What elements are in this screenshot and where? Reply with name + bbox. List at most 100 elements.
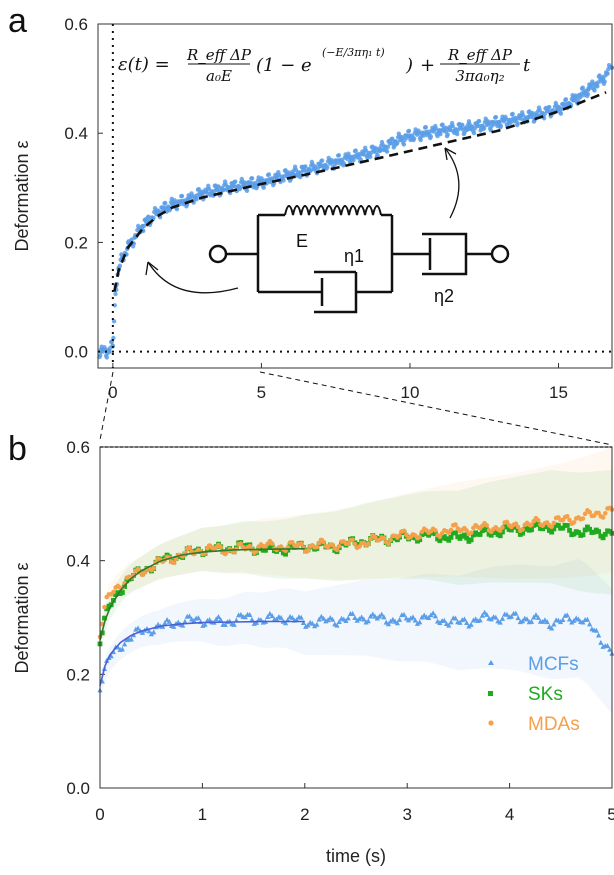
mda-data-point [386,541,391,547]
mcf-data-point [289,614,295,620]
panel-b-x-tick-label: 3 [402,805,411,824]
mcf-data-point [464,620,470,626]
mcf-data-point [267,610,273,616]
mcf-data-point [593,627,599,633]
panel-a-data-point [515,121,520,126]
mcf-data-point [417,619,423,625]
mcf-data-point [309,620,316,626]
mcf-data-point [587,621,593,627]
mcf-data-point [497,619,503,625]
mda-data-point [298,541,304,546]
panel-a-data-point [498,123,504,129]
circle-marker-icon [488,720,494,726]
panel-a-ticks: 0 5 10 15 0.0 0.2 0.4 0.6 [64,15,568,402]
equation-plus: + [420,55,435,76]
mcf-data-point [370,611,376,617]
panel-a-data-point [602,79,607,84]
mda-data-point [484,523,490,528]
panel-a-data-point [592,88,597,93]
panel-a-y-tick-label: 0.4 [64,124,88,143]
mda-data-point [515,524,521,530]
mcf-data-point [519,618,526,624]
sk-data-point [477,532,483,537]
mcf-data-point [535,614,541,620]
mcf-data-point [499,615,506,621]
mda-data-point [600,515,606,520]
mcf-data-point [166,618,172,624]
panel-a-data-point [401,142,407,147]
equation-frac1-numerator: R_eff ΔP [186,46,252,64]
equation: ε(t) = R_eff ΔP a₀E (1 − e (−E/3πη₁ t) )… [118,46,531,85]
sk-data-point [283,551,288,557]
mda-data-point [352,541,358,547]
legend-item-sks: SKs [488,684,563,705]
mcf-data-point [278,614,284,620]
mcf-data-point [533,612,539,618]
mda-data-point [135,566,141,572]
mcf-data-point [336,618,342,624]
sk-data-point [555,523,561,528]
panel-a-data-point [244,188,250,193]
mcf-data-point [135,625,141,631]
sk-data-point [468,537,474,543]
sk-data-point [464,535,470,541]
panel-b-x-tick-label: 1 [198,805,207,824]
mcf-data-point [598,639,604,645]
mcf-data-point [426,615,432,621]
mcf-data-point [320,615,327,621]
left-curved-arrow [147,261,239,294]
sk-data-point [102,615,107,621]
panel-a-data-point [460,122,465,128]
panel-b-x-tick-label: 5 [607,805,614,824]
mda-data-point [350,537,355,543]
panel-b-y-axis-label: Deformation ε [12,562,32,673]
panel-a-data-point [174,207,180,212]
mda-data-point [587,509,592,515]
panel-a-data-point [261,185,266,190]
mda-data-point [171,560,177,565]
sk-data-point [508,527,514,533]
mda-data-point [433,528,438,533]
mcf-data-point [504,611,510,617]
panel-a-data-point [141,223,147,229]
panel-a-data-point [111,319,117,324]
sk-data-point [520,530,525,536]
mcf-data-point [493,614,499,620]
sk-data-point [529,527,534,533]
panel-a-data-point [455,131,460,137]
mcf-data-point [595,632,602,638]
panel-a-data-point [471,130,477,136]
model-left-terminal [208,244,228,264]
panel-a-fit-curve [113,91,607,292]
mda-data-point [218,544,224,550]
mcf-data-point [441,617,447,623]
panel-b-x-axis-label: time (s) [326,846,386,866]
mda-data-point [397,533,402,538]
panel-a-data-point [351,157,356,163]
panel-a-y-tick-label: 0.2 [64,233,88,252]
legend-item-mcfs: MCFs [488,654,579,675]
mcf-data-point [528,618,535,624]
mcf-data-point [430,610,436,616]
panel-a-y-tick-label: 0.0 [64,343,88,362]
mda-data-point [330,542,335,548]
mcf-data-point [566,616,573,622]
mda-data-point [567,517,572,523]
mda-data-point [111,589,116,595]
panel-a-data-point [395,140,400,146]
panel-a-data-point [384,149,390,154]
panel-a-data-point [281,178,286,183]
panel-a-data-point [510,111,515,117]
mcf-data-point [253,619,260,625]
mda-data-point [596,510,601,516]
mda-data-point [368,536,373,542]
dashpot2-label: η2 [434,286,454,306]
mcf-data-point [303,623,309,629]
mcf-data-point [549,625,555,631]
sk-data-point [119,590,125,595]
mda-data-point [419,529,425,535]
sk-data-point [497,533,503,539]
mcf-data-point [316,616,322,622]
dashpot-icon [314,270,358,314]
mcf-data-point [222,622,228,628]
